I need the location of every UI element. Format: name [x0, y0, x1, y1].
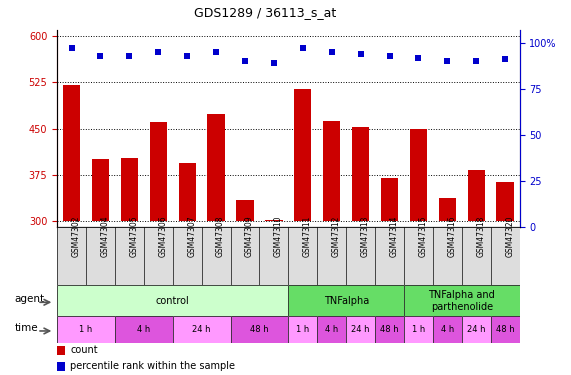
Bar: [63, 85, 80, 221]
Text: 48 h: 48 h: [380, 325, 399, 334]
Text: TNFalpha and
parthenolide: TNFalpha and parthenolide: [428, 290, 495, 312]
Point: [356, 51, 365, 57]
Text: GSM47307: GSM47307: [187, 215, 196, 257]
Text: GSM47318: GSM47318: [476, 215, 485, 256]
Text: GSM47313: GSM47313: [361, 215, 369, 257]
Text: GSM47310: GSM47310: [274, 215, 283, 257]
Point: [298, 45, 307, 51]
Bar: [381, 178, 398, 221]
Text: GSM47316: GSM47316: [447, 215, 456, 257]
Bar: [468, 170, 485, 221]
Bar: [57, 346, 65, 355]
Text: GSM47306: GSM47306: [158, 215, 167, 257]
Bar: [496, 182, 514, 221]
Point: [501, 57, 510, 63]
Text: GSM47309: GSM47309: [245, 215, 254, 257]
Bar: [236, 200, 254, 221]
Text: GSM47302: GSM47302: [71, 215, 81, 257]
Bar: [150, 123, 167, 221]
Text: 24 h: 24 h: [467, 325, 485, 334]
Text: GSM47304: GSM47304: [100, 215, 110, 257]
Bar: [120, 158, 138, 221]
Point: [211, 49, 220, 55]
Point: [270, 60, 279, 66]
Text: control: control: [156, 296, 190, 306]
Point: [154, 49, 163, 55]
Text: TNFalpha: TNFalpha: [324, 296, 369, 306]
Bar: [92, 159, 109, 221]
Text: 4 h: 4 h: [137, 325, 150, 334]
Point: [67, 45, 76, 51]
Text: GSM47314: GSM47314: [389, 215, 399, 257]
Bar: [57, 362, 65, 371]
Bar: [352, 128, 369, 221]
Text: 48 h: 48 h: [496, 325, 514, 334]
Text: count: count: [70, 345, 98, 355]
Bar: [439, 198, 456, 221]
Text: time: time: [14, 323, 38, 333]
Text: 4 h: 4 h: [325, 325, 339, 334]
Text: agent: agent: [14, 294, 45, 304]
Text: GSM47320: GSM47320: [505, 215, 514, 257]
Bar: [265, 220, 283, 221]
Point: [96, 53, 105, 59]
Text: 1 h: 1 h: [296, 325, 309, 334]
Text: percentile rank within the sample: percentile rank within the sample: [70, 362, 235, 371]
Text: 1 h: 1 h: [412, 325, 425, 334]
Bar: [323, 121, 340, 221]
Text: 4 h: 4 h: [441, 325, 454, 334]
Text: 1 h: 1 h: [79, 325, 93, 334]
Bar: [207, 114, 225, 221]
Point: [414, 55, 423, 61]
Text: 24 h: 24 h: [351, 325, 370, 334]
Text: GSM47311: GSM47311: [303, 215, 312, 256]
Bar: [410, 129, 427, 221]
Point: [472, 58, 481, 64]
Point: [240, 58, 250, 64]
Point: [443, 58, 452, 64]
Text: GSM47315: GSM47315: [419, 215, 428, 257]
Text: 48 h: 48 h: [250, 325, 269, 334]
Point: [125, 53, 134, 59]
Bar: [294, 88, 311, 221]
Point: [385, 53, 394, 59]
Point: [327, 49, 336, 55]
Point: [183, 53, 192, 59]
Text: GDS1289 / 36113_s_at: GDS1289 / 36113_s_at: [194, 6, 336, 19]
Bar: [179, 162, 196, 221]
Text: 24 h: 24 h: [192, 325, 211, 334]
Text: GSM47308: GSM47308: [216, 215, 225, 257]
Text: GSM47305: GSM47305: [130, 215, 138, 257]
Text: GSM47312: GSM47312: [332, 215, 341, 256]
